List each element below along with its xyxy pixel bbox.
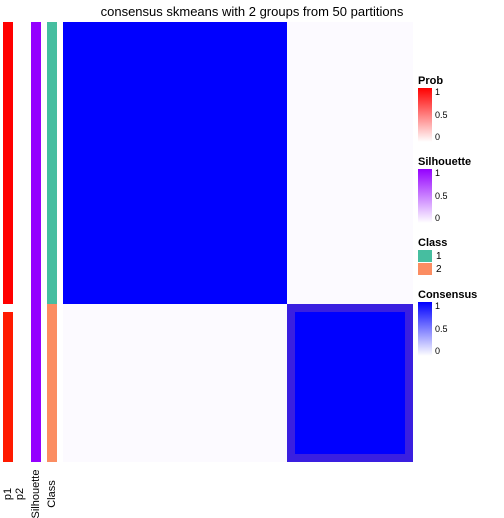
tick: 0.5 [435,325,448,334]
plot-area: p1 p2 Silhouette Class [3,22,413,462]
legend-consensus-title: Consensus [418,289,500,301]
class-class1 [47,22,57,304]
class-class2 [47,304,57,462]
silhouette-label: Silhouette [30,470,42,518]
legend-silhouette-title: Silhouette [418,156,500,168]
swatch-class2 [418,263,432,275]
swatch-label: 1 [436,251,442,262]
legend-prob-gradient [418,88,432,142]
legend-silhouette-gradient [418,169,432,223]
sil-class2 [31,304,41,462]
legend-consensus: Consensus 1 0.5 0 [418,289,500,356]
p2-class1 [15,22,25,304]
plot-title: consensus skmeans with 2 groups from 50 … [0,4,504,19]
p1-label: p1 [2,488,14,500]
legend-class-item: 1 [418,250,500,262]
tick: 0 [435,133,448,142]
annot-col-p2: p2 [15,22,25,462]
heatmap-c2c2 [295,312,405,454]
swatch-class1 [418,250,432,262]
annot-col-class: Class [47,22,57,462]
tick: 1 [435,88,448,97]
tick: 0 [435,214,448,223]
legend-prob-title: Prob [418,75,500,87]
p1-class2-gap [3,304,13,312]
p1-class1 [3,22,13,304]
tick: 0.5 [435,192,448,201]
legend-class-title: Class [418,237,500,249]
swatch-label: 2 [436,264,442,275]
legend-consensus-gradient [418,302,432,356]
tick: 0 [435,347,448,356]
p2-class2 [15,304,25,462]
annot-col-p1: p1 [3,22,13,462]
p1-class2 [3,312,13,462]
annot-col-silhouette: Silhouette [31,22,41,462]
tick: 1 [435,169,448,178]
heatmap-c1c1 [63,22,287,304]
legend-class-item: 2 [418,263,500,275]
consensus-heatmap [63,22,413,462]
tick: 1 [435,302,448,311]
legend-prob: Prob 1 0.5 0 [418,75,500,142]
legend-class: Class 1 2 [418,237,500,275]
legend-silhouette: Silhouette 1 0.5 0 [418,156,500,223]
legend-area: Prob 1 0.5 0 Silhouette 1 0.5 0 Class 1 [418,75,500,370]
legend-prob-ticks: 1 0.5 0 [435,88,448,142]
legend-silhouette-ticks: 1 0.5 0 [435,169,448,223]
legend-consensus-ticks: 1 0.5 0 [435,302,448,356]
sil-class1 [31,22,41,304]
p2-label: p2 [14,488,26,500]
tick: 0.5 [435,111,448,120]
